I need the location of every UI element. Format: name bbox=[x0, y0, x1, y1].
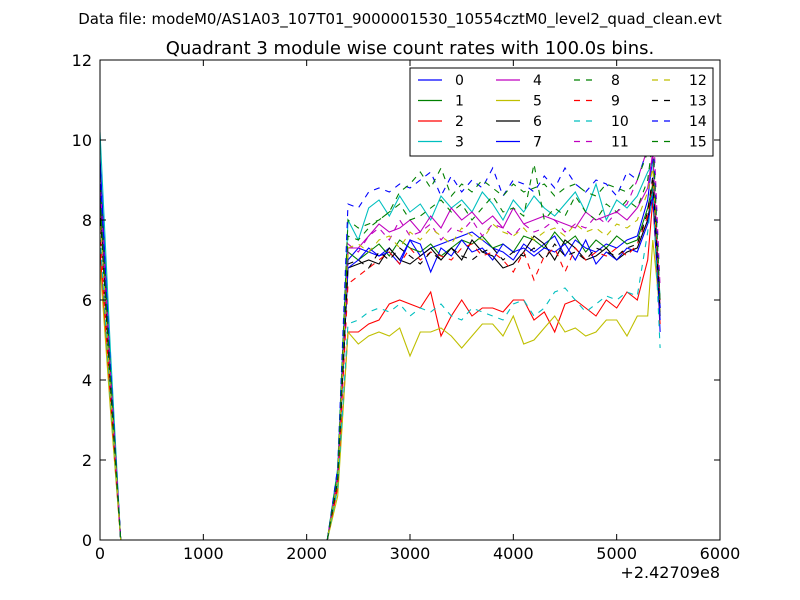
x-tick-label: 0 bbox=[95, 544, 105, 563]
x-tick-label: 5000 bbox=[596, 544, 637, 563]
legend-label-4: 4 bbox=[533, 73, 542, 89]
series-line-14 bbox=[100, 127, 661, 540]
y-tick-label: 2 bbox=[82, 451, 92, 470]
legend-label-13: 13 bbox=[689, 94, 707, 110]
legend-label-5: 5 bbox=[533, 94, 542, 110]
series-line-12 bbox=[100, 167, 661, 540]
series-line-1 bbox=[100, 183, 661, 540]
x-tick-label: 4000 bbox=[493, 544, 534, 563]
series-line-8 bbox=[100, 139, 661, 540]
series-line-13 bbox=[100, 175, 661, 540]
legend-label-15: 15 bbox=[689, 135, 707, 151]
series-line-11 bbox=[100, 111, 661, 540]
legend-label-9: 9 bbox=[611, 94, 620, 110]
y-tick-label: 8 bbox=[82, 211, 92, 230]
series-line-10 bbox=[100, 187, 661, 540]
series-line-0 bbox=[100, 155, 661, 540]
y-tick-label: 4 bbox=[82, 371, 92, 390]
chart-title: Quadrant 3 module wise count rates with … bbox=[166, 38, 655, 59]
legend-label-1: 1 bbox=[455, 94, 464, 110]
series-line-3 bbox=[100, 131, 661, 540]
legend-label-7: 7 bbox=[533, 135, 542, 151]
series-line-15 bbox=[100, 135, 661, 540]
series-line-5 bbox=[100, 239, 661, 540]
x-offset-label: +2.42709e8 bbox=[620, 563, 720, 582]
legend-label-14: 14 bbox=[689, 114, 707, 130]
y-tick-label: 12 bbox=[72, 51, 92, 70]
y-tick-label: 0 bbox=[82, 531, 92, 550]
legend-label-0: 0 bbox=[455, 73, 464, 89]
x-tick-label: 3000 bbox=[390, 544, 431, 563]
legend-box bbox=[409, 67, 714, 157]
series-line-7 bbox=[100, 183, 661, 540]
legend-label-3: 3 bbox=[455, 135, 464, 151]
x-tick-label: 2000 bbox=[286, 544, 327, 563]
series-line-4 bbox=[100, 151, 661, 540]
chart-suptitle: Data file: modeM0/AS1A03_107T01_90000015… bbox=[78, 10, 722, 29]
x-tick-label: 6000 bbox=[700, 544, 741, 563]
series-line-9 bbox=[100, 179, 661, 540]
legend-label-11: 11 bbox=[611, 135, 629, 151]
legend-label-2: 2 bbox=[455, 114, 464, 130]
series-layer bbox=[100, 111, 661, 540]
legend-label-10: 10 bbox=[611, 114, 629, 130]
legend-label-12: 12 bbox=[689, 73, 707, 89]
y-tick-label: 10 bbox=[72, 131, 92, 150]
x-tick-label: 1000 bbox=[183, 544, 224, 563]
legend-label-6: 6 bbox=[533, 114, 542, 130]
series-line-2 bbox=[100, 199, 661, 540]
y-tick-label: 6 bbox=[82, 291, 92, 310]
legend-label-8: 8 bbox=[611, 73, 620, 89]
